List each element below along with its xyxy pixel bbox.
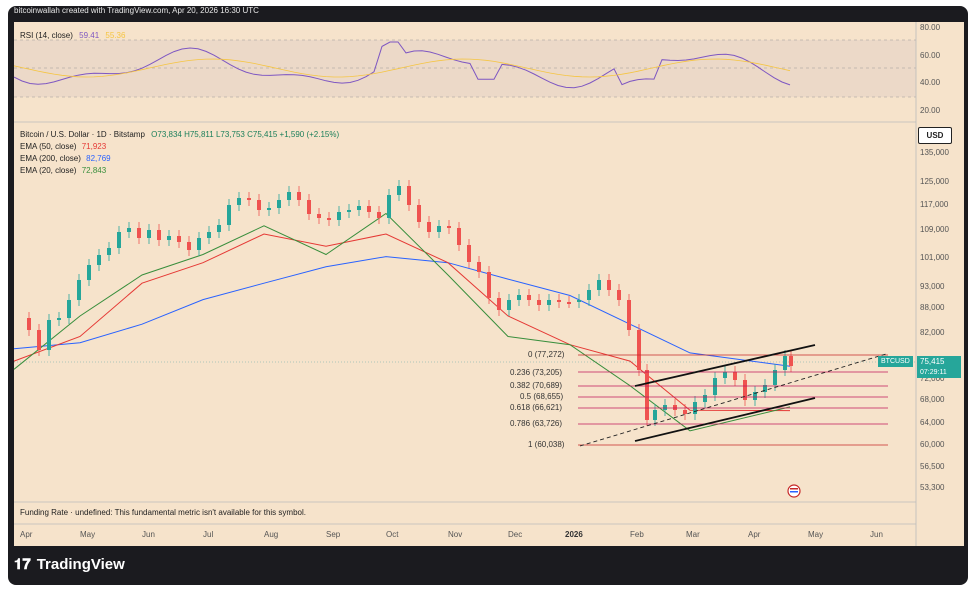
rsi-tick: 20.00 (920, 106, 941, 115)
price-tick: 60,000 (920, 440, 945, 449)
fib-label: 0.786 (63,726) (510, 419, 563, 428)
time-tick: Feb (630, 530, 644, 539)
time-tick: Apr (748, 530, 761, 539)
currency-button[interactable]: USD (918, 127, 952, 144)
rsi-label: RSI (14, close) 59.41 55.36 (20, 31, 126, 40)
tradingview-logo[interactable]: 𝟏𝟕 TradingView (14, 555, 125, 573)
price-tick: 109,000 (920, 225, 949, 234)
time-tick: Nov (448, 530, 463, 539)
price-tick: 68,000 (920, 395, 945, 404)
fib-label: 1 (60,038) (528, 440, 565, 449)
header-text: bitcoinwallah created with TradingView.c… (14, 6, 259, 15)
channel-lower (634, 397, 816, 442)
price-tick: 72,000 (920, 374, 945, 383)
funding-rate-text: Funding Rate · undefined: This fundament… (20, 508, 306, 517)
rsi-tick: 60.00 (920, 51, 941, 60)
rsi-band (14, 40, 916, 97)
price-tick: 125,000 (920, 177, 949, 186)
legend-ema50: EMA (50, close) 71,923 (20, 142, 107, 151)
rsi-ma-value: 55.36 (105, 31, 126, 40)
legend-ema20: EMA (20, close) 72,843 (20, 166, 107, 175)
rsi-tick: 40.00 (920, 78, 941, 87)
channel-mid (579, 353, 887, 447)
time-tick: Sep (326, 530, 341, 539)
fib-label: 0.618 (66,621) (510, 403, 563, 412)
price-tick: 135,000 (920, 148, 949, 157)
rsi-ma-line (13, 58, 791, 78)
legend-ohlc: O73,834 H75,811 L73,753 C75,415 +1,590 (… (151, 130, 340, 139)
candles (27, 180, 793, 426)
fib-lines (578, 354, 888, 446)
price-tick: 82,000 (920, 328, 945, 337)
time-tick: Apr (20, 530, 33, 539)
price-tick: 117,000 (920, 200, 949, 209)
price-tick: 88,000 (920, 303, 945, 312)
rsi-line (13, 41, 791, 89)
ema50-line (13, 233, 791, 412)
legend-ema200: EMA (200, close) 82,769 (20, 154, 111, 163)
legend-symbol: Bitcoin / U.S. Dollar · 1D · Bitstamp O7… (20, 130, 340, 139)
time-tick: May (80, 530, 96, 539)
ema20-line (13, 212, 791, 432)
channel-upper (634, 344, 816, 387)
price-tick: 53,300 (920, 483, 945, 492)
fib-label: 0.236 (73,205) (510, 368, 563, 377)
symbol-tag: BTCUSD (878, 356, 913, 367)
time-tick: Jun (870, 530, 883, 539)
rsi-value: 59.41 (79, 31, 100, 40)
time-tick: Aug (264, 530, 279, 539)
price-tick: 93,000 (920, 282, 945, 291)
fib-label: 0.382 (70,689) (510, 381, 563, 390)
current-price-tag: 75,415 07:29:11 (917, 356, 961, 378)
time-tick: Jul (203, 530, 214, 539)
rsi-tick: 80.00 (920, 23, 941, 32)
price-tick: 101,000 (920, 253, 949, 262)
price-tick: 56,500 (920, 462, 945, 471)
time-tick: Mar (686, 530, 700, 539)
tv-logo-icon: 𝟏𝟕 (14, 555, 31, 573)
time-tick: 2026 (565, 530, 583, 539)
fib-label: 0.5 (68,655) (520, 392, 564, 401)
time-tick: Dec (508, 530, 523, 539)
price-tick: 64,000 (920, 418, 945, 427)
time-tick: May (808, 530, 824, 539)
time-tick: Jun (142, 530, 155, 539)
ema200-line (13, 256, 791, 367)
fib-label: 0 (77,272) (528, 350, 565, 359)
time-tick: Oct (386, 530, 399, 539)
